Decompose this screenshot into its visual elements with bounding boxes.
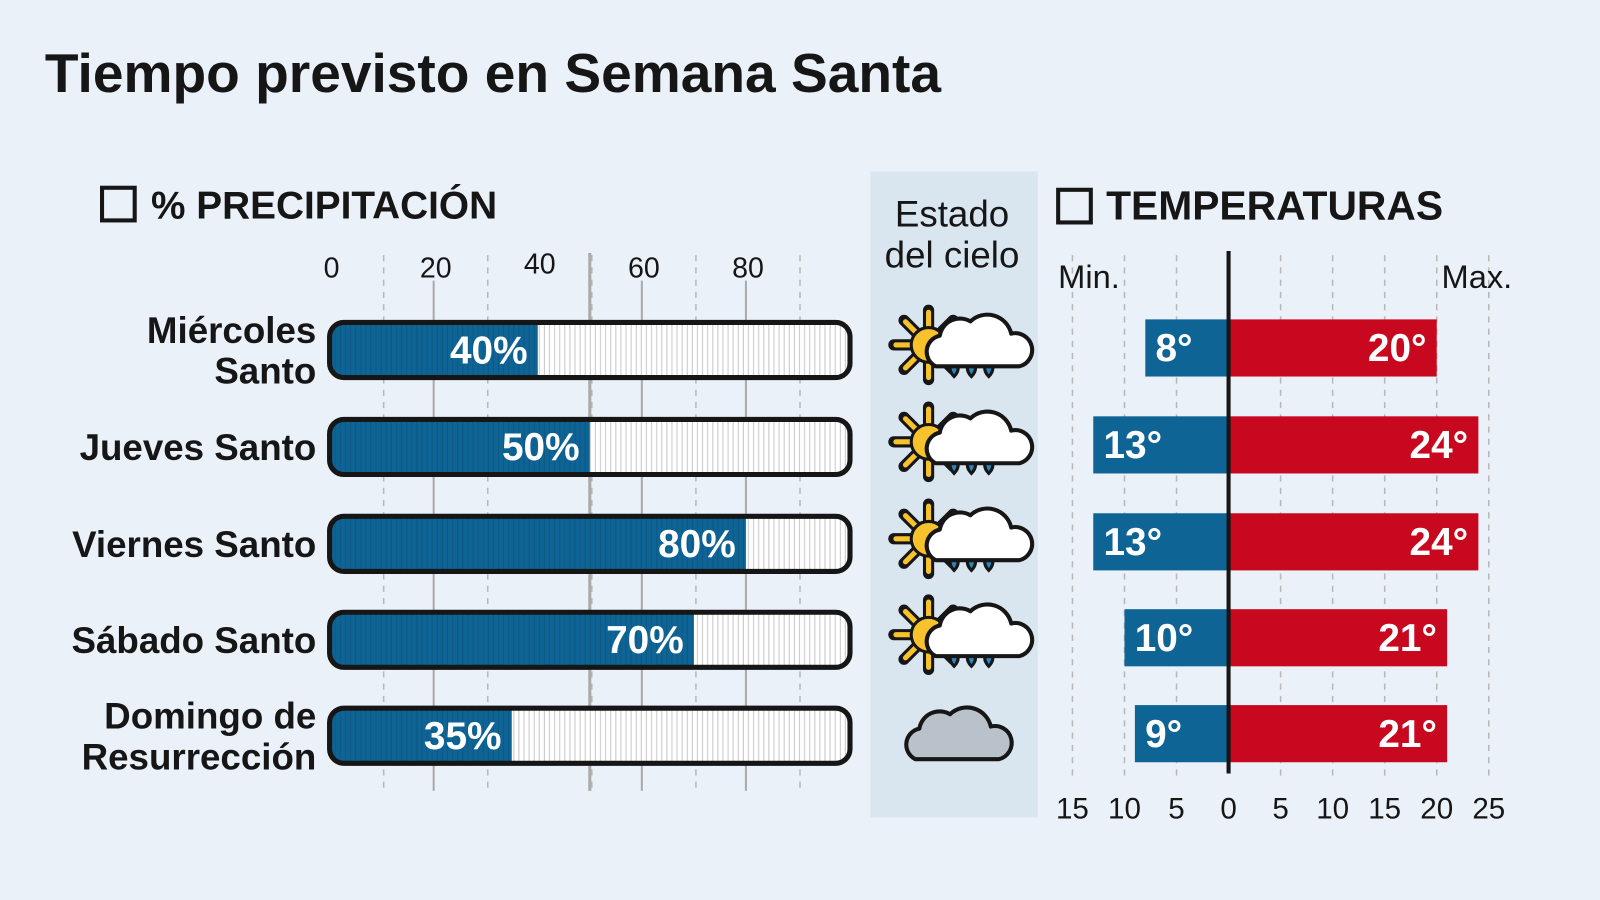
category-label: Jueves Santo: [80, 427, 317, 468]
temp-tick-label: 10: [1108, 792, 1141, 825]
temp-tick-label: 15: [1056, 792, 1089, 825]
min-temp-bar: [1134, 705, 1229, 763]
max-temp-bar: [1228, 416, 1479, 474]
precip-value-label: 40%: [450, 329, 528, 372]
cloud-shape: [924, 506, 1035, 563]
max-temp-bar: [1228, 609, 1448, 667]
precip-bar: [329, 419, 590, 475]
temp-tick-label: 25: [1472, 792, 1505, 825]
x-tick-label: 60: [628, 253, 660, 285]
category-label: Resurrección: [82, 736, 317, 777]
cloud-shape: [904, 705, 1014, 762]
category-label: Sábado Santo: [71, 620, 316, 661]
page-title: Tiempo previsto en Semana Santa: [45, 42, 941, 104]
temp-tick-label: 5: [1168, 792, 1184, 825]
category-label: Viernes Santo: [72, 524, 316, 565]
category-label: Miércoles: [147, 310, 316, 351]
precip-value-label: 35%: [424, 715, 502, 758]
max-temp-label: 24°: [1410, 521, 1469, 564]
max-temp-label: 24°: [1410, 424, 1469, 467]
precip-bar: [329, 322, 538, 378]
min-temp-bar: [1124, 609, 1229, 667]
sky-title: Estado: [895, 194, 1009, 235]
precip-bar: [329, 612, 694, 668]
cloud-icon: [904, 705, 1014, 762]
temp-tick-label: 5: [1272, 792, 1288, 825]
temp-tick-label: 0: [1220, 792, 1236, 825]
min-temp-label: 10°: [1135, 617, 1194, 660]
precip-value-label: 80%: [658, 523, 736, 566]
sun-cloud-rain-icon: [888, 401, 1035, 483]
x-tick-label: 0: [324, 253, 340, 285]
min-temp-bar: [1145, 319, 1229, 377]
sky-title: del cielo: [885, 234, 1020, 275]
max-temp-label: 21°: [1378, 617, 1437, 660]
max-temp-bar: [1228, 319, 1437, 377]
max-temp-bar: [1228, 705, 1448, 763]
cloud-shape: [924, 409, 1035, 466]
max-temp-bar: [1228, 513, 1479, 571]
temp-tick-label: 10: [1316, 792, 1349, 825]
precip-bar: [329, 708, 512, 764]
x-tick-label: 40: [524, 248, 556, 280]
category-label: Santo: [214, 351, 316, 392]
min-temp-label: 13°: [1103, 424, 1162, 467]
sun-cloud-rain-icon: [888, 498, 1035, 580]
precip-bar-outline: [327, 416, 853, 478]
cloud-shape: [924, 602, 1035, 659]
sun-cloud-rain-icon: [888, 594, 1035, 675]
precip-bar-outline: [327, 705, 853, 766]
temp-tick-label: 15: [1368, 792, 1401, 825]
min-temp-label: 8°: [1156, 327, 1193, 370]
precip-bar-outline: [327, 319, 853, 381]
precip-bar-outline: [327, 609, 853, 670]
max-temp-label: 21°: [1378, 713, 1437, 756]
precip-value-label: 50%: [502, 426, 580, 469]
min-temp-label: 13°: [1103, 521, 1162, 564]
max-label: Max.: [1442, 258, 1513, 295]
min-temp-label: 9°: [1145, 713, 1182, 756]
cloud-shape: [924, 312, 1035, 369]
min-temp-bar: [1093, 513, 1229, 571]
legend-box-precipitation: [100, 185, 137, 223]
x-tick-label: 80: [732, 253, 764, 285]
precipitation-title: % PRECIPITACIÓN: [151, 183, 497, 227]
temp-tick-label: 20: [1420, 792, 1453, 825]
category-label: Domingo de: [104, 696, 316, 737]
temperature-title: TEMPERATURAS: [1106, 182, 1443, 228]
sun-cloud-rain-icon: [888, 304, 1035, 386]
legend-box-temperatures: [1056, 187, 1093, 225]
precip-value-label: 70%: [606, 619, 684, 662]
max-temp-label: 20°: [1368, 327, 1427, 370]
min-temp-bar: [1093, 416, 1229, 474]
precip-bar: [329, 516, 746, 572]
min-label: Min.: [1058, 258, 1120, 295]
precip-bar-outline: [327, 513, 853, 574]
x-tick-label: 20: [420, 253, 452, 285]
